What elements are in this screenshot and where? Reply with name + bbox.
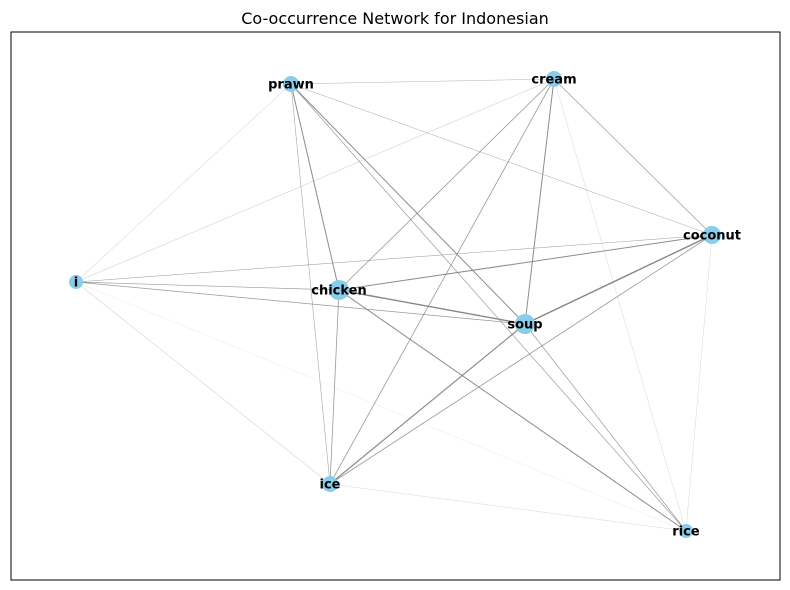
edge-cream-chicken [338, 78, 555, 291]
edge-prawn-ice [290, 83, 331, 485]
edge-cream-i [75, 78, 555, 283]
edge-i-chicken [75, 281, 340, 291]
edge-coconut-rice [685, 234, 713, 532]
edge-cream-soup [524, 78, 555, 325]
edge-cream-ice [329, 78, 555, 485]
edge-soup-ice [329, 323, 526, 485]
node-ice [322, 476, 338, 492]
edge-i-ice [75, 281, 331, 485]
node-chicken [329, 280, 349, 300]
edge-layer [75, 78, 713, 532]
edge-i-soup [75, 281, 526, 325]
edge-prawn-chicken [290, 83, 340, 291]
edge-chicken-rice [338, 289, 687, 532]
edge-coconut-soup [524, 234, 713, 325]
node-label-cream: cream [531, 73, 576, 88]
edge-chicken-soup [338, 289, 526, 325]
edge-chicken-ice [329, 289, 340, 485]
node-coconut [703, 226, 721, 244]
edge-prawn-rice [290, 83, 687, 532]
edge-prawn-cream [290, 78, 555, 85]
node-rice [679, 524, 693, 538]
node-label-prawn: prawn [268, 78, 314, 93]
edge-cream-coconut [553, 78, 713, 236]
node-label-chicken: chicken [311, 284, 367, 299]
node-prawn [283, 76, 299, 92]
edge-coconut-ice [329, 234, 713, 485]
node-soup [515, 314, 535, 334]
label-layer: prawn cream coconut i chicken soup ice rice [74, 73, 741, 540]
node-label-i: i [74, 276, 78, 291]
edge-i-rice [75, 281, 687, 532]
node-label-ice: ice [320, 478, 341, 493]
edge-coconut-chicken [338, 234, 713, 291]
node-label-soup: soup [507, 318, 542, 333]
edge-ice-rice [329, 483, 687, 532]
edge-prawn-coconut [290, 83, 713, 236]
node-i [69, 275, 83, 289]
edge-prawn-i [75, 83, 292, 283]
node-cream [546, 71, 562, 87]
edge-prawn-soup [290, 83, 526, 325]
node-label-coconut: coconut [683, 229, 741, 244]
edge-soup-rice [524, 323, 687, 532]
plot-frame [10, 31, 781, 581]
edge-coconut-i [75, 234, 713, 283]
edge-cream-rice [553, 78, 687, 532]
node-layer [69, 71, 721, 538]
node-label-rice: rice [672, 525, 700, 540]
chart-title: Co-occurrence Network for Indonesian [241, 9, 549, 28]
